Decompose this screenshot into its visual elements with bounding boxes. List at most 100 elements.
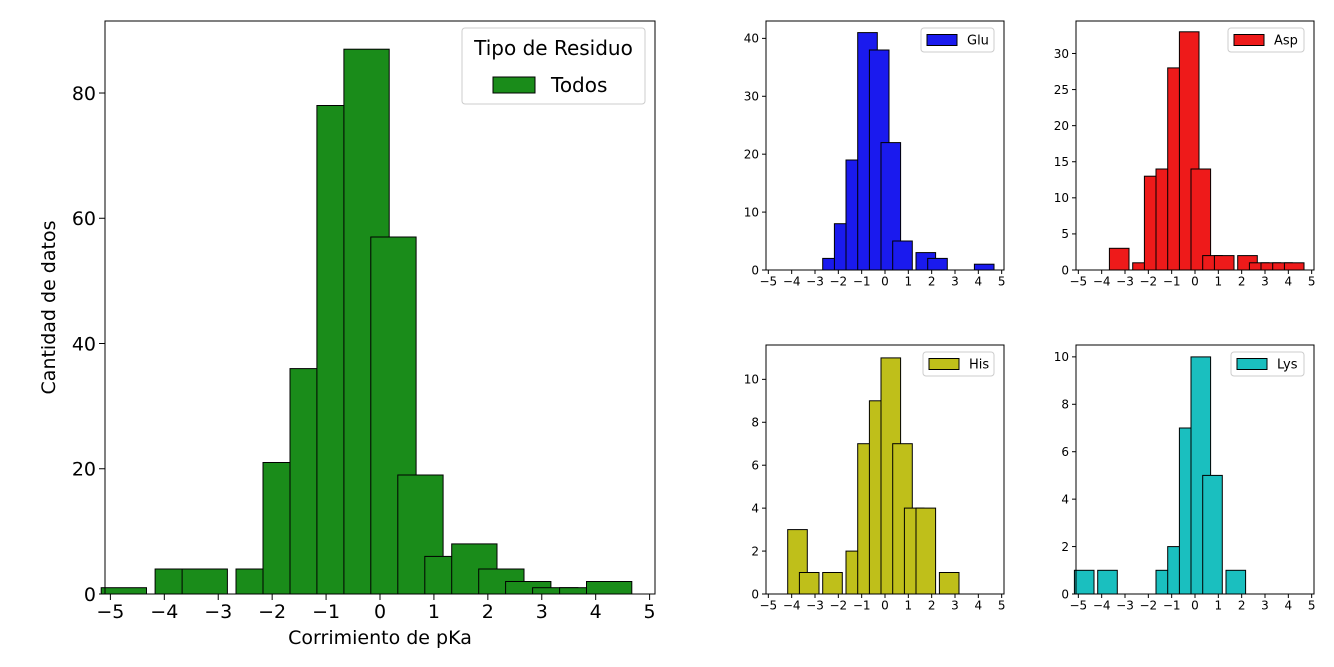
lys-legend-swatch	[1236, 358, 1268, 370]
lys-x-tick-label: −5	[1069, 598, 1087, 612]
main-legend: Tipo de Residuo Todos	[461, 27, 646, 105]
asp-y-tick-label: 25	[1054, 83, 1069, 97]
glu-x-tick-label: −2	[829, 274, 847, 288]
asp-x-tick-label: 3	[1261, 274, 1269, 288]
main-legend-title: Tipo de Residuo	[473, 36, 633, 60]
asp-legend: Asp	[1227, 27, 1305, 53]
asp-bar	[1283, 262, 1305, 271]
glu-x-tick-label: −5	[759, 274, 777, 288]
asp-y-tick-label: 5	[1061, 227, 1069, 241]
glu-x-tick-label: 4	[975, 274, 983, 288]
main-y-tick-label: 20	[72, 459, 96, 481]
lys-x-tick-label: 5	[1308, 598, 1316, 612]
glu-y-tick-label: 0	[751, 263, 759, 277]
lys-x-tick-label: −2	[1139, 598, 1157, 612]
lys-y-tick-label: 10	[1054, 350, 1069, 364]
glu-bar	[892, 240, 913, 271]
main-x-tick-label: −1	[312, 601, 340, 623]
glu-legend: Glu	[920, 27, 995, 53]
his-x-tick-label: 3	[951, 598, 959, 612]
glu-y-tick-label: 30	[744, 90, 759, 104]
his-legend-swatch	[928, 358, 960, 370]
lys-bars	[1073, 356, 1247, 595]
his-x-tick-label: −3	[806, 598, 824, 612]
his-y-tick-label: 2	[751, 544, 759, 558]
main-bar	[181, 568, 228, 595]
his-y-tick-label: 0	[751, 587, 759, 601]
lys-legend: Lys	[1230, 351, 1305, 377]
main-x-tick-label: 4	[590, 601, 602, 623]
main-bar	[586, 581, 633, 595]
asp-x-tick-label: 5	[1308, 274, 1316, 288]
his-bar	[798, 572, 820, 595]
glu-x-tick-label: −1	[853, 274, 871, 288]
asp-bar	[1213, 255, 1235, 271]
main-x-tick-label: 2	[482, 601, 494, 623]
his-legend: His	[922, 351, 995, 377]
asp-bars	[1108, 31, 1305, 271]
his-y-tick-label: 8	[751, 416, 759, 430]
glu-x-tick-label: 5	[998, 274, 1006, 288]
lys-x-tick-label: 2	[1238, 598, 1246, 612]
asp-legend-swatch	[1233, 34, 1265, 46]
glu-x-tick-label: 1	[905, 274, 913, 288]
lys-y-tick-label: 2	[1061, 540, 1069, 554]
his-x-tick-label: 0	[881, 598, 889, 612]
his-y-tick-label: 10	[744, 373, 759, 387]
his-x-tick-label: −5	[759, 598, 777, 612]
main-x-tick-label: −3	[204, 601, 232, 623]
main-x-tick-label: −4	[150, 601, 178, 623]
lys-bar	[1073, 569, 1095, 595]
his-y-tick-label: 6	[751, 459, 759, 473]
asp-bar	[1190, 168, 1212, 271]
asp-x-tick-label: 1	[1215, 274, 1223, 288]
asp-x-tick-label: −1	[1163, 274, 1181, 288]
main-x-axis-label: Corrimiento de pKa	[288, 627, 472, 649]
main-x-tick-label: −2	[258, 601, 286, 623]
asp-x-tick-label: 4	[1285, 274, 1293, 288]
lys-x-tick-label: −3	[1116, 598, 1134, 612]
lys-x-tick-label: 4	[1285, 598, 1293, 612]
panel-glu: −5 −4 −3 −2 −1 0 1 2 3 4 5 0 10 20 30 40 Glu	[744, 20, 1006, 288]
glu-bars	[822, 32, 995, 271]
main-x-tick-label: 1	[428, 601, 440, 623]
glu-legend-label: Glu	[967, 34, 989, 49]
glu-y-tick-label: 10	[744, 205, 759, 219]
glu-bar	[973, 263, 995, 271]
his-x-tick-label: 2	[928, 598, 936, 612]
his-bars	[787, 357, 960, 595]
asp-y-tick-label: 0	[1061, 263, 1069, 277]
asp-x-tick-label: 2	[1238, 274, 1246, 288]
asp-y-tick-label: 30	[1054, 47, 1069, 61]
his-x-tick-label: 5	[998, 598, 1006, 612]
asp-x-tick-label: −3	[1116, 274, 1134, 288]
main-x-tick-label: 3	[536, 601, 548, 623]
lys-y-tick-label: 0	[1061, 587, 1069, 601]
glu-x-tick-label: 3	[951, 274, 959, 288]
main-x-tick-label: 5	[644, 601, 656, 623]
his-x-tick-label: −2	[829, 598, 847, 612]
lys-x-tick-label: 0	[1191, 598, 1199, 612]
glu-x-tick-label: −3	[806, 274, 824, 288]
glu-bar	[927, 257, 948, 271]
main-y-axis-label: Cantidad de datos	[38, 221, 60, 395]
asp-y-tick-label: 20	[1054, 119, 1069, 133]
his-x-tick-label: 4	[975, 598, 983, 612]
glu-y-tick-label: 40	[744, 32, 759, 46]
main-legend-swatch	[492, 76, 536, 94]
main-y-tick-label: 0	[84, 584, 96, 606]
his-legend-label: His	[969, 358, 989, 373]
main-x-tick-label: 0	[374, 601, 386, 623]
his-bar	[938, 572, 960, 595]
panel-main: −5 −4 −3 −2 −1 0 1 2 3 4 5 0 20 40 60 80 Corrimiento de …	[38, 20, 656, 649]
lys-x-tick-label: 3	[1261, 598, 1269, 612]
his-bar	[822, 572, 843, 595]
glu-y-tick-label: 20	[744, 148, 759, 162]
main-bar	[100, 587, 147, 595]
lys-y-tick-label: 4	[1061, 492, 1069, 506]
his-x-tick-label: −1	[853, 598, 871, 612]
asp-x-tick-label: −4	[1093, 274, 1111, 288]
lys-y-tick-label: 6	[1061, 445, 1069, 459]
asp-x-tick-label: −5	[1069, 274, 1087, 288]
